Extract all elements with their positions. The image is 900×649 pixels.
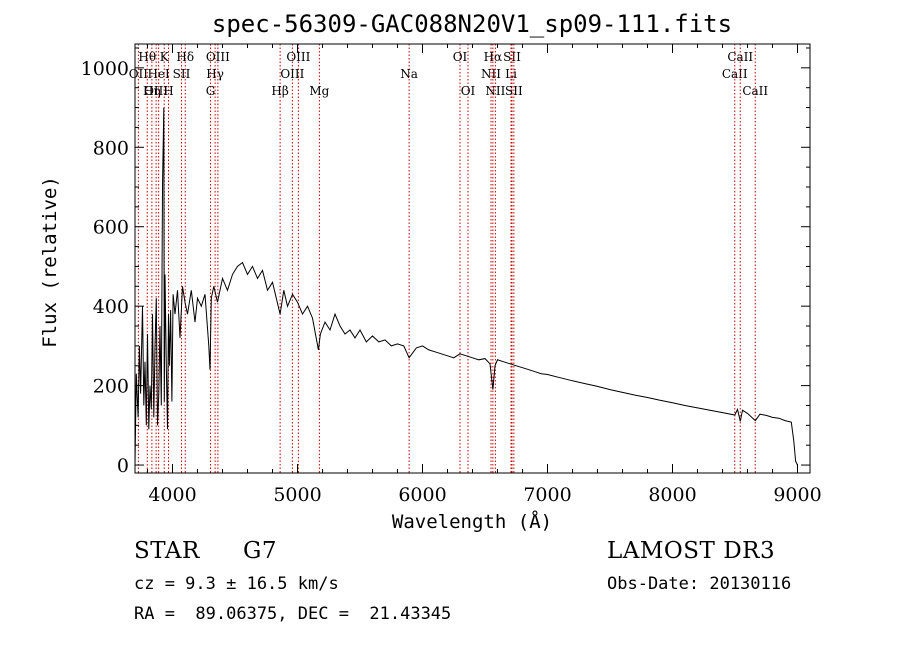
line-label-26: CaII xyxy=(727,50,753,64)
line-label-0: Hθ xyxy=(138,50,156,64)
line-label-25: CaII xyxy=(722,67,748,81)
y-axis-label: Flux (relative) xyxy=(39,176,61,348)
chart-title: spec-56309-GAC088N20V1_sp09-111.fits xyxy=(212,10,732,38)
line-label-8: Hδ xyxy=(176,50,194,64)
line-label-22: SII xyxy=(503,50,521,64)
line-label-6: H xyxy=(163,84,173,98)
line-label-18: OI xyxy=(461,84,476,98)
x-tick-label-0: 4000 xyxy=(148,484,196,506)
spectral-lines: HθOIIOIIIHηHeIKHSIIHδGHγOIIIHβOIIIOIIIMg… xyxy=(129,44,768,473)
object-class: STAR xyxy=(134,538,200,564)
line-label-1: OII xyxy=(129,67,149,81)
line-label-16: Na xyxy=(400,67,418,81)
plot-frame xyxy=(134,43,811,474)
x-tick-label-1: 5000 xyxy=(273,484,321,506)
spectrum-series-line xyxy=(134,107,798,466)
y-tick-label-3: 600 xyxy=(93,217,129,239)
line-label-2: OIII xyxy=(144,84,168,98)
redshift-cz: cz = 9.3 ± 16.5 km/s xyxy=(134,574,339,594)
line-label-5: K xyxy=(160,50,170,64)
axis-ticks: 4000 5000 6000 7000 8000 9000 0 200 400 600 800 100… xyxy=(81,44,822,506)
line-label-11: OIII xyxy=(206,50,230,64)
x-tick-label-3: 7000 xyxy=(523,484,571,506)
line-label-19: NII xyxy=(481,67,501,81)
line-label-9: G xyxy=(206,84,216,98)
line-label-15: Mg xyxy=(309,84,329,98)
obs-date: Obs-Date: 20130116 xyxy=(607,574,792,594)
line-label-4: HeI xyxy=(147,67,170,81)
line-label-21: NII xyxy=(485,84,505,98)
x-tick-label-2: 6000 xyxy=(398,484,446,506)
y-tick-label-4: 800 xyxy=(93,137,129,159)
line-label-12: Hβ xyxy=(271,84,288,98)
x-axis-label: Wavelength (Å) xyxy=(392,510,552,533)
y-tick-label-5: 1000 xyxy=(81,58,129,80)
x-tick-label-5: 9000 xyxy=(773,484,821,506)
y-tick-label-1: 200 xyxy=(93,376,129,398)
coordinates: RA = 89.06375, DEC = 21.43345 xyxy=(134,604,452,624)
survey-name: LAMOST DR3 xyxy=(607,538,776,564)
line-label-3: Hη xyxy=(143,84,161,98)
line-label-14: OIII xyxy=(286,50,310,64)
line-label-17: OI xyxy=(453,50,468,64)
object-subclass: G7 xyxy=(243,538,278,564)
y-tick-label-0: 0 xyxy=(117,455,129,477)
line-label-20: Hα xyxy=(484,50,503,64)
line-label-10: Hγ xyxy=(206,67,224,81)
line-label-7: SII xyxy=(173,67,191,81)
line-label-24: SII xyxy=(505,84,523,98)
line-label-13: OIII xyxy=(280,67,304,81)
line-label-27: CaII xyxy=(742,84,768,98)
line-label-23: Li xyxy=(505,67,517,81)
x-tick-label-4: 8000 xyxy=(648,484,696,506)
y-tick-label-2: 400 xyxy=(93,296,129,318)
